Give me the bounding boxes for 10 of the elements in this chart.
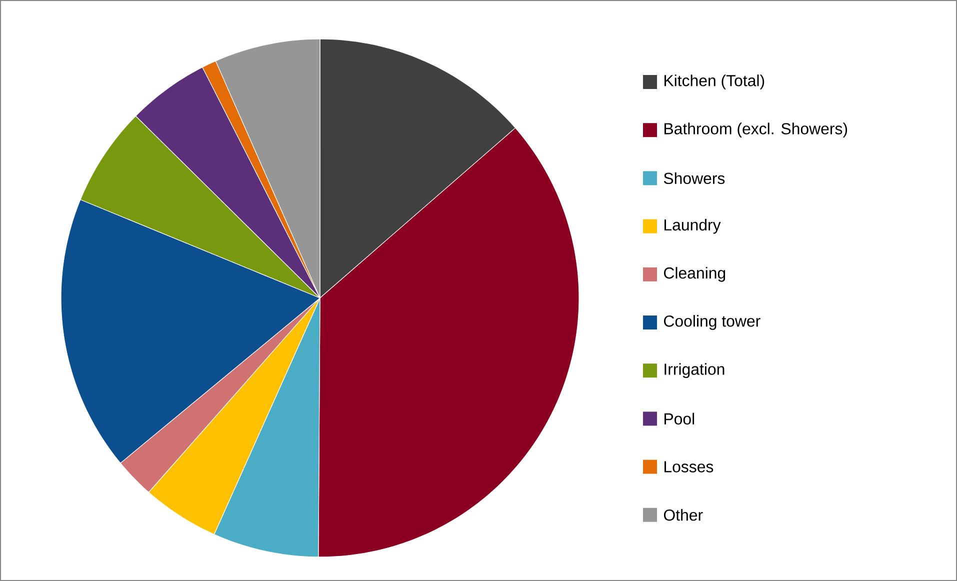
legend-label: Laundry [664, 218, 721, 234]
legend-label: Bathroom (excl. Showers) [664, 122, 848, 138]
legend-label: Other [664, 509, 703, 521]
legend-label: Irrigation [664, 363, 724, 378]
legend-label: Kitchen (Total) [664, 74, 764, 90]
legend-label: Cooling tower [664, 315, 760, 330]
legend-label: Pool [664, 412, 694, 425]
legend-label: Showers [664, 172, 725, 184]
legend-label: Losses [664, 461, 714, 472]
legend-label: Cleaning [664, 266, 726, 282]
